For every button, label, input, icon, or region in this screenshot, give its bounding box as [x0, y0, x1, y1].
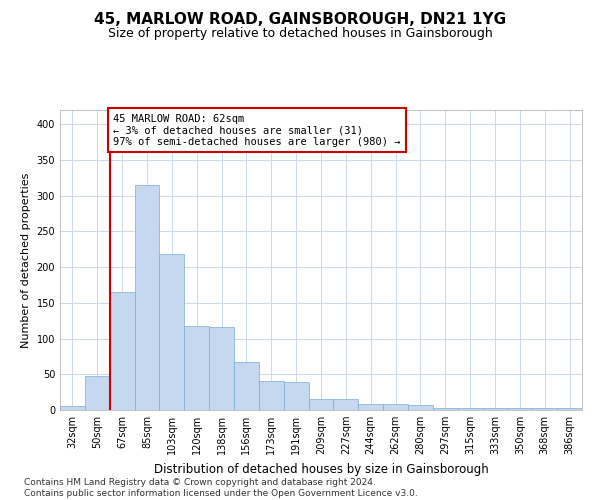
Text: 45, MARLOW ROAD, GAINSBOROUGH, DN21 1YG: 45, MARLOW ROAD, GAINSBOROUGH, DN21 1YG: [94, 12, 506, 28]
Bar: [234, 362, 259, 410]
Text: Size of property relative to detached houses in Gainsborough: Size of property relative to detached ho…: [107, 28, 493, 40]
Bar: [60, 406, 85, 410]
Bar: [383, 404, 408, 410]
Bar: [557, 408, 582, 410]
X-axis label: Distribution of detached houses by size in Gainsborough: Distribution of detached houses by size …: [154, 462, 488, 475]
Bar: [532, 408, 557, 410]
Bar: [482, 408, 508, 410]
Bar: [358, 404, 383, 410]
Text: 45 MARLOW ROAD: 62sqm
← 3% of detached houses are smaller (31)
97% of semi-detac: 45 MARLOW ROAD: 62sqm ← 3% of detached h…: [113, 114, 401, 147]
Bar: [458, 408, 482, 410]
Bar: [85, 376, 110, 410]
Bar: [284, 382, 308, 410]
Bar: [433, 408, 458, 410]
Bar: [160, 254, 184, 410]
Text: Contains HM Land Registry data © Crown copyright and database right 2024.
Contai: Contains HM Land Registry data © Crown c…: [24, 478, 418, 498]
Bar: [209, 327, 234, 410]
Y-axis label: Number of detached properties: Number of detached properties: [21, 172, 31, 348]
Bar: [408, 405, 433, 410]
Bar: [259, 382, 284, 410]
Bar: [184, 326, 209, 410]
Bar: [334, 400, 358, 410]
Bar: [134, 185, 160, 410]
Bar: [308, 400, 334, 410]
Bar: [508, 408, 532, 410]
Bar: [110, 292, 134, 410]
